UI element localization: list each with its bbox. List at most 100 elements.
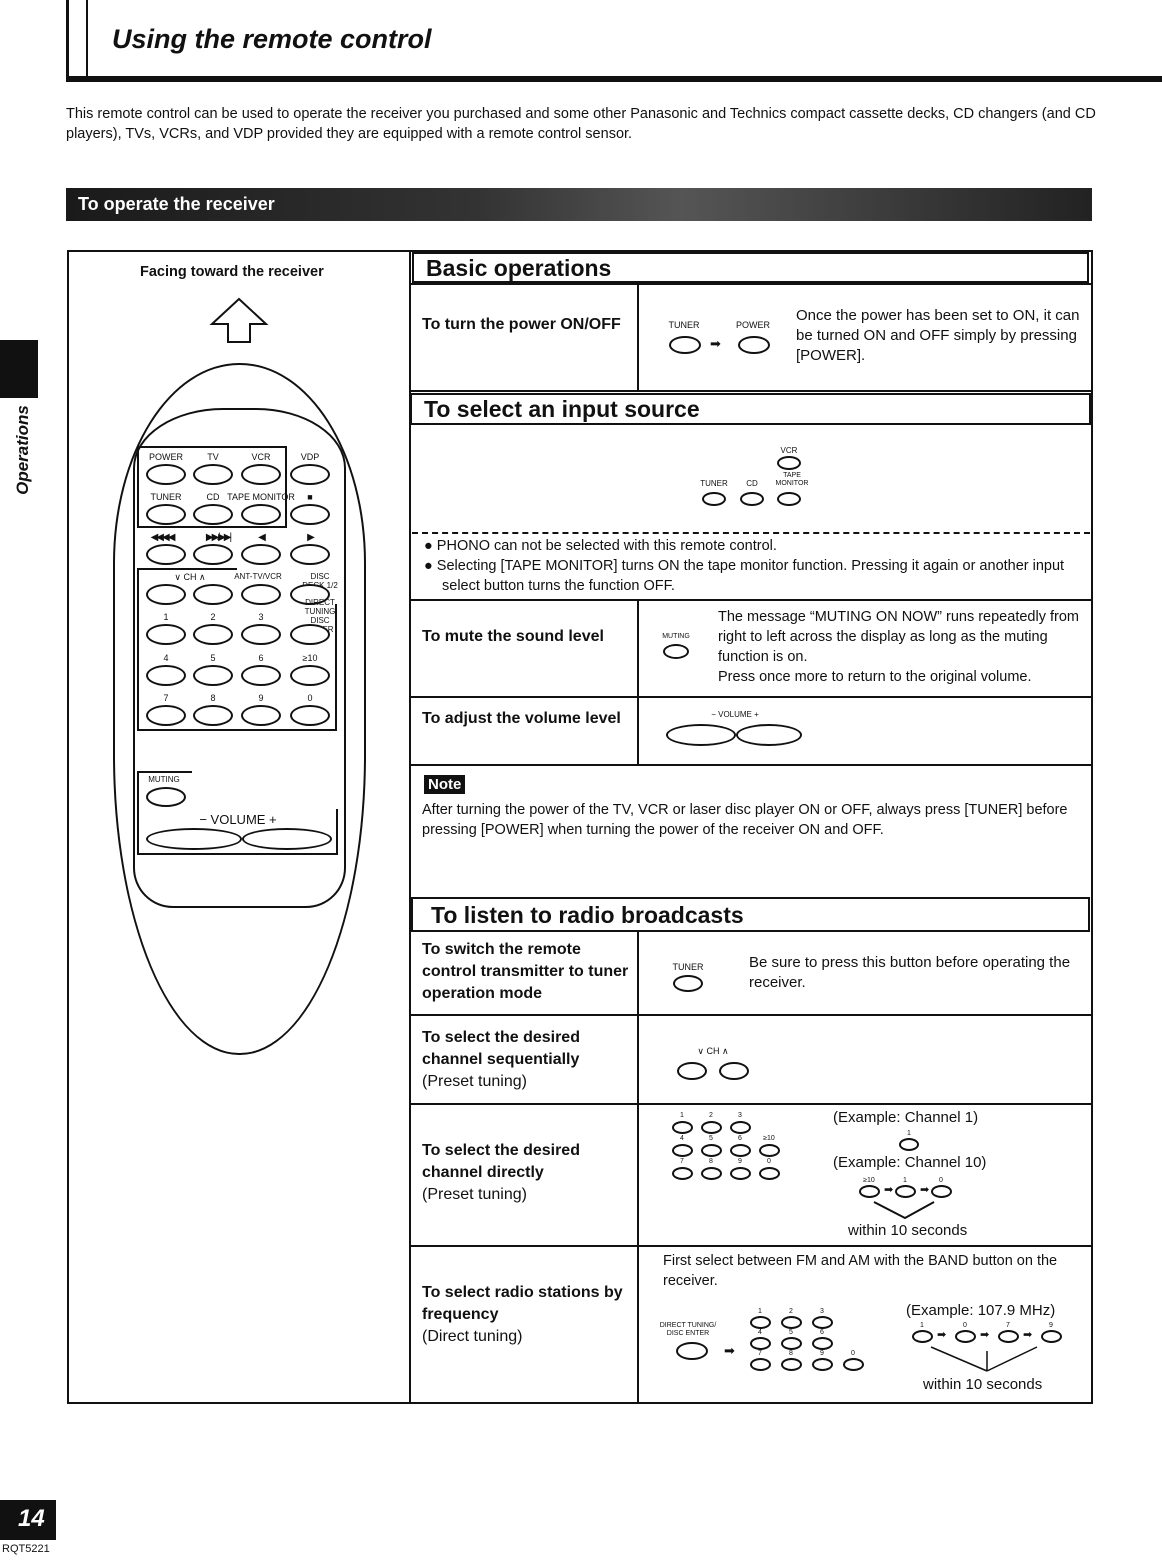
key-button-icon bbox=[812, 1358, 833, 1371]
remote-button[interactable] bbox=[193, 624, 233, 645]
remote-button[interactable] bbox=[290, 705, 330, 726]
remote-button[interactable] bbox=[241, 665, 281, 686]
remote-button-label: ■ bbox=[307, 492, 313, 502]
page-title: Using the remote control bbox=[112, 24, 432, 54]
key-label: 4 bbox=[758, 1329, 762, 1336]
arrow-icon: ➡ bbox=[1023, 1329, 1033, 1341]
remote-button[interactable] bbox=[193, 665, 233, 686]
remote-button[interactable] bbox=[290, 504, 330, 525]
note-text: After turning the power of the TV, VCR o… bbox=[422, 802, 1068, 838]
remote-button-label: ≥10 bbox=[302, 653, 318, 663]
within-10-seconds: within 10 seconds bbox=[848, 1222, 968, 1239]
remote-button[interactable] bbox=[290, 665, 330, 686]
within-10-seconds: within 10 seconds bbox=[923, 1376, 1043, 1393]
direct-tuning-button-icon bbox=[676, 1342, 708, 1360]
key-label: 7 bbox=[758, 1350, 762, 1357]
section-banner-title: To operate the receiver bbox=[78, 194, 275, 214]
remote-button[interactable] bbox=[241, 464, 281, 485]
ch-key-label: ∨ CH ∧ bbox=[697, 1046, 729, 1056]
example-frequency: (Example: 107.9 MHz) bbox=[906, 1302, 1056, 1319]
facing-label: Facing toward the receiver bbox=[140, 264, 324, 280]
direct-row-label: To select the desired channel directly bbox=[422, 1142, 580, 1181]
remote-volume-label: − VOLUME + bbox=[199, 812, 277, 827]
key-label: 5 bbox=[789, 1329, 793, 1336]
remote-button-label: 9 bbox=[258, 693, 264, 703]
remote-button[interactable] bbox=[146, 464, 186, 485]
remote-button[interactable] bbox=[146, 544, 186, 565]
remote-volume-down-button[interactable] bbox=[146, 828, 242, 850]
vcr-button-icon bbox=[777, 456, 801, 470]
arrow-icon: ➡ bbox=[884, 1184, 894, 1196]
within-arrows-icon bbox=[930, 1346, 1038, 1372]
note-badge: Note bbox=[424, 775, 466, 794]
key-label: 5 bbox=[709, 1135, 713, 1142]
remote-button-label: ▶ bbox=[307, 532, 315, 543]
tuning-group-frame bbox=[137, 568, 337, 731]
within-arrows-icon bbox=[873, 1201, 935, 1220]
remote-button[interactable] bbox=[193, 705, 233, 726]
remote-button[interactable] bbox=[241, 705, 281, 726]
remote-volume-up-button[interactable] bbox=[242, 828, 332, 850]
tuner-key-label: TUNER bbox=[668, 320, 700, 330]
cd-key-label: CD bbox=[746, 479, 758, 488]
cd-button-icon bbox=[740, 492, 764, 506]
key-label: 7 bbox=[680, 1158, 684, 1165]
page-number: 14 bbox=[18, 1505, 45, 1532]
key-button-icon bbox=[781, 1316, 802, 1329]
remote-button[interactable] bbox=[290, 624, 330, 645]
remote-button[interactable] bbox=[193, 584, 233, 605]
frequency-row-sub: (Direct tuning) bbox=[422, 1328, 523, 1345]
radio-heading: To listen to radio broadcasts bbox=[411, 897, 1090, 932]
key-label: ≥10 bbox=[863, 1177, 875, 1184]
switch-row-text: Be sure to press this button before oper… bbox=[749, 954, 1071, 991]
key-label: 9 bbox=[738, 1158, 742, 1165]
remote-button[interactable] bbox=[193, 464, 233, 485]
remote-button[interactable] bbox=[290, 544, 330, 565]
remote-button-label: 7 bbox=[163, 693, 169, 703]
header-rule-left2 bbox=[86, 0, 88, 78]
remote-button[interactable] bbox=[146, 624, 186, 645]
key-label: ≥10 bbox=[763, 1135, 775, 1142]
key-button-icon bbox=[812, 1316, 833, 1329]
page-number-badge bbox=[0, 1500, 56, 1540]
tape-monitor-button-icon bbox=[777, 492, 801, 506]
remote-button[interactable] bbox=[193, 504, 233, 525]
key-button-icon bbox=[759, 1167, 780, 1180]
side-tab-label: Operations bbox=[12, 405, 32, 495]
remote-button[interactable] bbox=[241, 584, 281, 605]
key-label: 8 bbox=[789, 1350, 793, 1357]
sequential-row-label: To select the desired channel sequential… bbox=[422, 1029, 580, 1068]
key-1-button-icon bbox=[899, 1138, 919, 1151]
remote-button[interactable] bbox=[146, 504, 186, 525]
remote-button[interactable] bbox=[241, 624, 281, 645]
power-row-label: To turn the power ON/OFF bbox=[422, 316, 621, 333]
basic-operations-heading: Basic operations bbox=[412, 252, 1089, 283]
volume-down-button-icon bbox=[666, 724, 736, 746]
key-button-icon bbox=[931, 1185, 952, 1198]
remote-button-label: 0 bbox=[307, 693, 313, 703]
key-label: 0 bbox=[963, 1322, 967, 1329]
remote-button[interactable] bbox=[241, 504, 281, 525]
remote-button[interactable] bbox=[193, 544, 233, 565]
mute-row-text: The message “MUTING ON NOW” runs repeate… bbox=[718, 609, 1079, 685]
input-note-2: ● Selecting [TAPE MONITOR] turns ON the … bbox=[424, 558, 1065, 594]
remote-button[interactable] bbox=[146, 705, 186, 726]
remote-button-label: 5 bbox=[210, 653, 216, 663]
arrow-icon: ➡ bbox=[724, 1343, 735, 1358]
remote-button[interactable] bbox=[146, 584, 186, 605]
remote-button[interactable] bbox=[241, 544, 281, 565]
muting-button-icon bbox=[663, 644, 689, 659]
remote-button[interactable] bbox=[146, 665, 186, 686]
remote-button-label: 4 bbox=[163, 653, 169, 663]
side-tab bbox=[0, 340, 38, 398]
example-channel-10: (Example: Channel 10) bbox=[833, 1154, 987, 1171]
remote-muting-button[interactable] bbox=[146, 787, 186, 807]
remote-button[interactable] bbox=[290, 464, 330, 485]
key-button-icon bbox=[672, 1121, 693, 1134]
key-label: 0 bbox=[851, 1350, 855, 1357]
remote-button-label: TV bbox=[207, 452, 219, 462]
key-label: 8 bbox=[709, 1158, 713, 1165]
remote-button[interactable] bbox=[290, 584, 330, 605]
remote-button-label: ▶▶/▶▶| bbox=[205, 532, 232, 543]
frequency-row-label: To select radio stations by frequency bbox=[422, 1284, 623, 1323]
